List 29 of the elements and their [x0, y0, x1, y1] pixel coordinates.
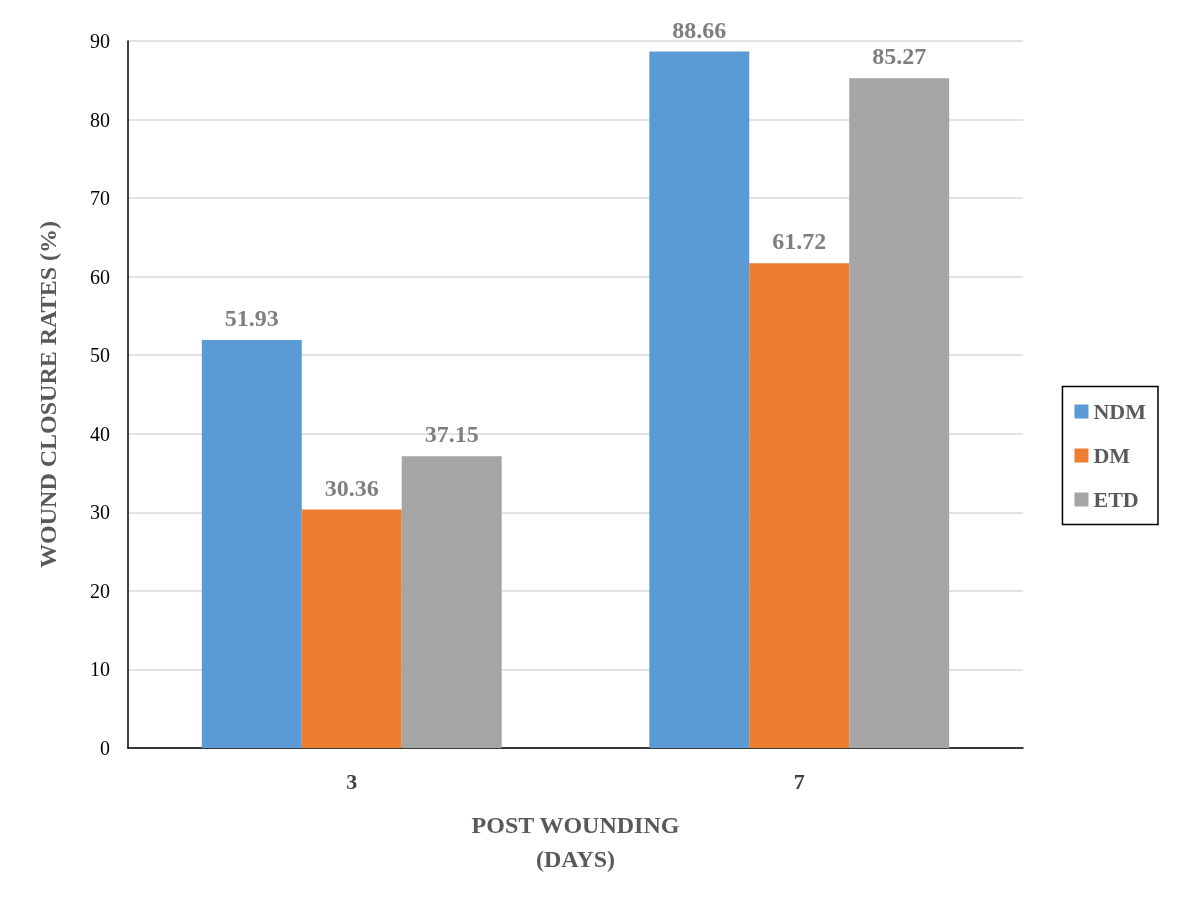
- x-tick-label: 3: [346, 768, 358, 794]
- data-label: 61.72: [772, 228, 827, 255]
- bar: [749, 263, 850, 748]
- y-tick-label: 0: [100, 737, 110, 759]
- bar: [201, 340, 302, 748]
- data-label: 30.36: [324, 474, 379, 501]
- data-label: 85.27: [872, 43, 927, 70]
- y-tick-label: 90: [90, 30, 110, 52]
- bar: [649, 51, 750, 748]
- y-tick-label: 50: [90, 344, 110, 367]
- data-label: 88.66: [672, 16, 727, 43]
- y-tick-label: 20: [90, 579, 110, 602]
- legend-label: ETD: [1093, 487, 1139, 512]
- x-axis-title: POST WOUNDING (DAYS): [471, 812, 680, 872]
- bar: [301, 509, 402, 748]
- y-tick-label: 70: [90, 187, 110, 210]
- legend-label: DM: [1093, 443, 1131, 468]
- y-tick-label: 30: [90, 501, 110, 524]
- y-tick-label: 10: [90, 658, 110, 681]
- y-tick-label: 80: [90, 108, 110, 131]
- data-label: 51.93: [224, 305, 279, 332]
- x-tick-label: 7: [793, 768, 805, 794]
- y-axis-title: WOUND CLOSURE RATES (%): [35, 221, 61, 568]
- bar: [401, 456, 502, 748]
- data-label: 37.15: [424, 421, 479, 448]
- y-tick-label: 40: [90, 422, 110, 445]
- y-tick-label: 60: [90, 265, 110, 288]
- legend-label: NDM: [1093, 399, 1147, 424]
- bar: [849, 78, 950, 748]
